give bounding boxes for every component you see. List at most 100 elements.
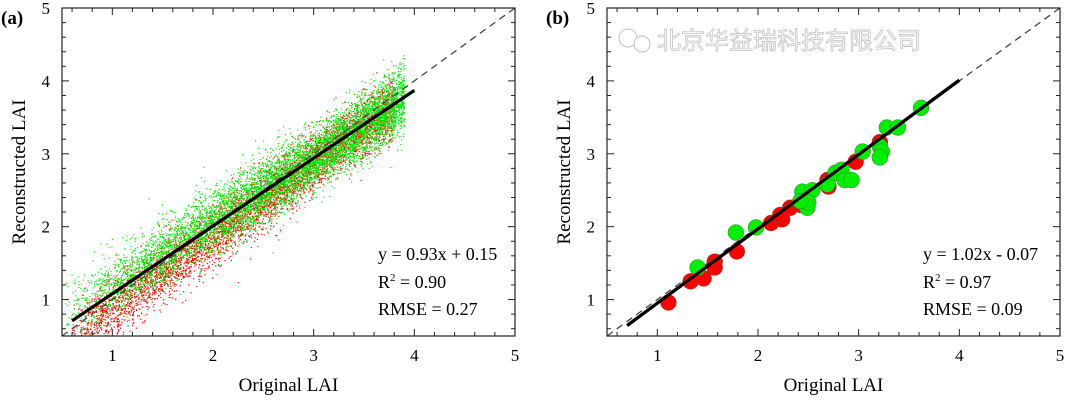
red-point [73,345,74,346]
red-point [176,255,178,257]
red-point [334,131,336,133]
red-point [158,287,160,290]
red-point [188,284,190,286]
red-point [100,315,102,317]
red-point [218,261,220,263]
red-point [292,164,294,167]
red-point [362,157,364,159]
red-point [379,133,381,135]
red-point [219,230,222,233]
red-point [366,127,368,129]
red-point [356,154,358,157]
red-point [304,153,306,155]
red-point [268,182,271,184]
red-point [230,201,232,203]
red-point [171,272,173,274]
red-point [171,274,173,276]
red-point [228,224,230,226]
red-point [160,286,162,288]
red-point [162,247,164,249]
red-point [262,209,264,211]
red-point [368,151,370,153]
red-point [382,107,384,110]
red-point [361,91,363,94]
red-point [281,190,283,192]
red-point [197,255,200,258]
red-point [297,177,299,179]
red-point [261,199,264,201]
red-point [379,130,381,132]
red-point [161,289,163,292]
red-point [91,324,93,326]
red-point [334,153,336,155]
red-point [250,234,252,236]
red-point [275,193,277,195]
red-point [213,236,216,238]
red-point [176,245,178,247]
red-point [178,261,180,263]
red-point [151,293,154,295]
red-point [302,174,304,176]
red-point [86,301,88,304]
red-point [364,133,366,135]
red-point [315,140,317,143]
red-point [389,93,391,96]
red-point [124,298,126,301]
red-point [113,318,115,320]
red-point [166,268,168,270]
red-point [195,199,198,201]
red-point [291,189,294,191]
red-point [87,330,89,332]
red-point [208,235,210,237]
red-point [198,247,200,250]
red-point [318,163,320,165]
red-point [107,321,109,324]
red-point [212,251,214,253]
red-point [310,147,312,150]
red-point [360,135,362,138]
red-point [368,137,370,139]
red-point [345,168,347,170]
red-point [144,276,146,278]
red-point [343,132,345,134]
red-point [365,109,367,111]
red-point [316,158,318,160]
red-point [355,145,357,148]
red-point [72,339,73,340]
red-point [140,280,143,282]
red-point [328,150,330,152]
red-point [84,328,86,331]
red-point [387,98,389,100]
red-point [91,311,93,313]
red-point [344,149,347,151]
red-point [267,208,269,210]
red-point [356,149,358,151]
red-point [175,268,177,271]
red-point [264,163,267,165]
red-point [374,152,376,154]
red-point [274,185,276,187]
red-point [252,192,254,194]
red-point [245,209,247,211]
red-point [330,159,332,162]
red-point [369,153,371,155]
red-point [251,191,254,193]
red-point [214,239,217,242]
red-point [218,211,220,213]
red-point [240,200,242,202]
red-point [118,305,121,307]
red-point [178,245,180,247]
red-point [156,265,158,267]
red-point [131,296,134,298]
red-point [73,351,74,352]
red-point [182,268,185,270]
red-point [148,276,150,279]
red-point [191,255,193,257]
red-point [233,242,236,244]
red-point [298,182,300,184]
red-point [264,196,267,198]
red-point [320,150,322,153]
red-point [152,287,154,289]
red-point [127,304,129,307]
red-point [273,174,276,177]
